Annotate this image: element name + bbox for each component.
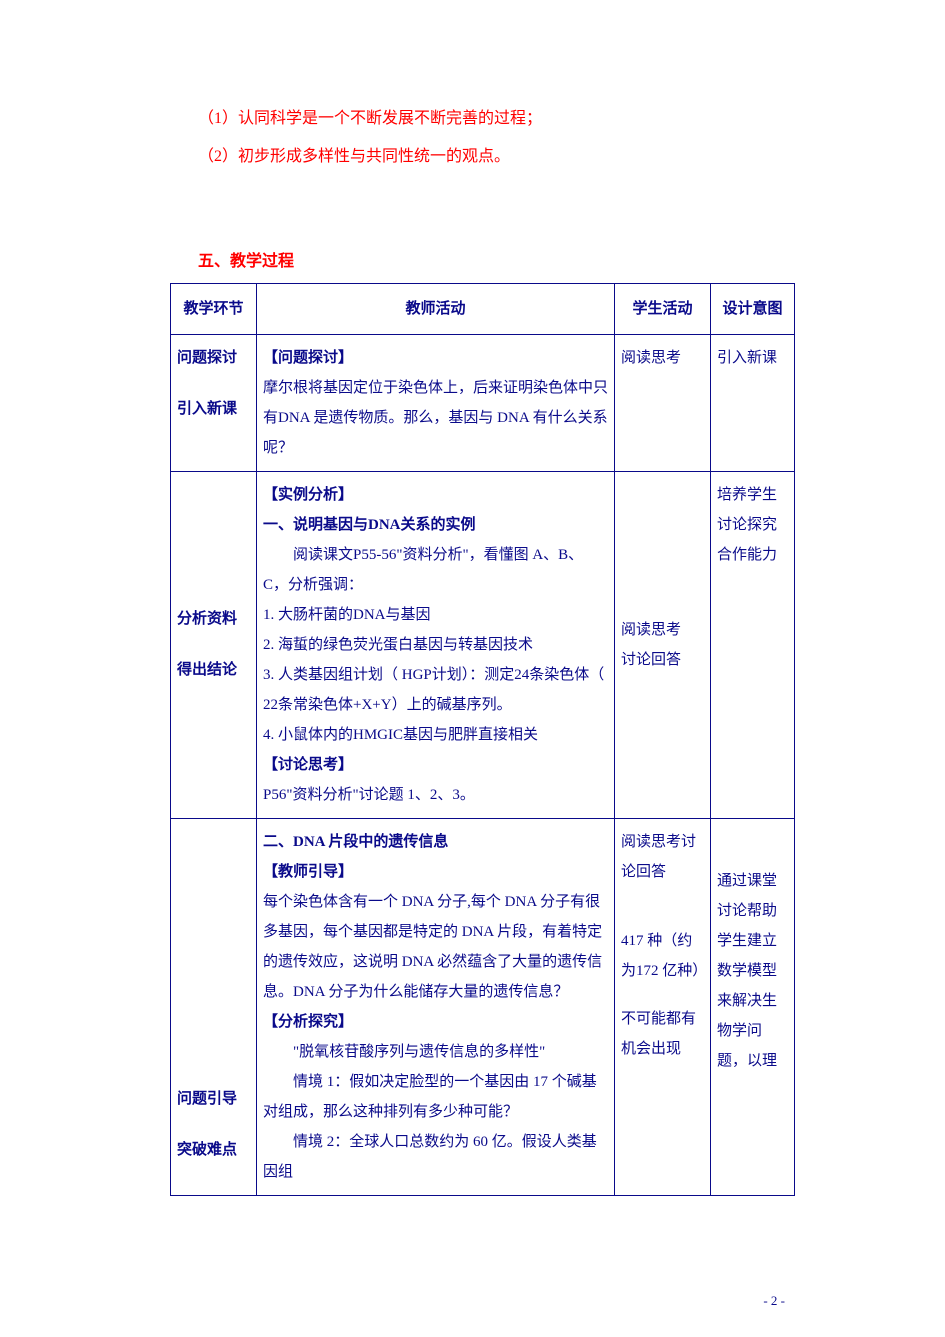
r3-s3: 不可能都有机会出现 — [621, 1004, 704, 1064]
spacer — [177, 634, 250, 655]
r3d: 【分析探究】 — [263, 1007, 608, 1037]
col-header-phase: 教学环节 — [171, 283, 257, 334]
col-header-design: 设计意图 — [711, 283, 795, 334]
r2a: 【实例分析】 — [263, 480, 608, 510]
student-cell-3: 阅读思考讨论回答 417 种（约为172 亿种） 不可能都有机会出现 — [615, 818, 711, 1195]
r2c: 阅读课文P55-56"资料分析"，看懂图 A、B、C，分析强调： — [263, 540, 608, 600]
spacer — [621, 887, 704, 926]
student-cell-2: 阅读思考 讨论回答 — [615, 471, 711, 818]
r2f: 3. 人类基因组计划（ HGP计划）：测定24条染色体（ 22条常染色体+X+Y… — [263, 660, 608, 720]
intro-line-2: （2）初步形成多样性与共同性统一的观点。 — [198, 138, 795, 176]
r3e: "脱氧核苷酸序列与遗传信息的多样性" — [263, 1037, 608, 1067]
design-cell-3: 通过课堂讨论帮助学生建立数学模型来解决生物学问题，以理 — [711, 818, 795, 1195]
r3b: 【教师引导】 — [263, 857, 608, 887]
r3-s2: 417 种（约为172 亿种） — [621, 926, 704, 986]
phase-3a: 问题引导 — [177, 1084, 250, 1114]
r1-bracket: 【问题探讨】 — [263, 343, 608, 373]
table-row: 分析资料 得出结论 【实例分析】 一、说明基因与DNA关系的实例 阅读课文P55… — [171, 471, 795, 818]
r2b: 一、说明基因与DNA关系的实例 — [263, 510, 608, 540]
table-header-row: 教学环节 教师活动 学生活动 设计意图 — [171, 283, 795, 334]
student-cell-1: 阅读思考 — [615, 334, 711, 471]
r3f: 情境 1：假如决定脸型的一个基因由 17 个碱基对组成，那么这种排列有多少种可能… — [263, 1067, 608, 1127]
r1-student: 阅读思考 — [621, 343, 704, 373]
r2g: 4. 小鼠体内的HMGIC基因与肥胖直接相关 — [263, 720, 608, 750]
table-row: 问题探讨 引入新课 【问题探讨】 摩尔根将基因定位于染色体上，后来证明染色体中只… — [171, 334, 795, 471]
phase-1b: 引入新课 — [177, 394, 250, 424]
r2i: P56"资料分析"讨论题 1、2、3。 — [263, 780, 608, 810]
r3g: 情境 2：全球人口总数约为 60 亿。假设人类基因组 — [263, 1127, 608, 1187]
design-cell-2: 培养学生 讨论探究 合作能力 — [711, 471, 795, 818]
design-cell-1: 引入新课 — [711, 334, 795, 471]
r3-s1: 阅读思考讨论回答 — [621, 827, 704, 887]
intro-line-1: （1）认同科学是一个不断发展不断完善的过程； — [198, 100, 795, 138]
phase-cell-3: 问题引导 突破难点 — [171, 818, 257, 1195]
teacher-cell-1: 【问题探讨】 摩尔根将基因定位于染色体上，后来证明染色体中只有DNA 是遗传物质… — [257, 334, 615, 471]
r2h: 【讨论思考】 — [263, 750, 608, 780]
teaching-process-table: 教学环节 教师活动 学生活动 设计意图 问题探讨 引入新课 【问题探讨】 摩尔根… — [170, 283, 795, 1196]
teacher-cell-3: 二、DNA 片段中的遗传信息 【教师引导】 每个染色体含有一个 DNA 分子,每… — [257, 818, 615, 1195]
intro-lines: （1）认同科学是一个不断发展不断完善的过程； （2）初步形成多样性与共同性统一的… — [170, 100, 795, 177]
r1-design: 引入新课 — [717, 343, 788, 373]
r3a: 二、DNA 片段中的遗传信息 — [263, 827, 608, 857]
table-row: 问题引导 突破难点 二、DNA 片段中的遗传信息 【教师引导】 每个染色体含有一… — [171, 818, 795, 1195]
r2-d3: 合作能力 — [717, 540, 788, 570]
page-number: - 2 - — [763, 1293, 785, 1309]
page-container: （1）认同科学是一个不断发展不断完善的过程； （2）初步形成多样性与共同性统一的… — [0, 0, 945, 1256]
phase-cell-2: 分析资料 得出结论 — [171, 471, 257, 818]
phase-cell-1: 问题探讨 引入新课 — [171, 334, 257, 471]
phase-2a: 分析资料 — [177, 604, 250, 634]
phase-2b: 得出结论 — [177, 655, 250, 685]
phase-1a: 问题探讨 — [177, 343, 250, 373]
section-heading: 五、教学过程 — [198, 247, 795, 271]
spacer — [717, 827, 788, 866]
teacher-cell-2: 【实例分析】 一、说明基因与DNA关系的实例 阅读课文P55-56"资料分析"，… — [257, 471, 615, 818]
r2e: 2. 海蜇的绿色荧光蛋白基因与转基因技术 — [263, 630, 608, 660]
spacer — [177, 373, 250, 394]
r3c: 每个染色体含有一个 DNA 分子,每个 DNA 分子有很多基因，每个基因都是特定… — [263, 887, 608, 1007]
r2-d1: 培养学生 — [717, 480, 788, 510]
r2-s2: 讨论回答 — [621, 645, 704, 675]
phase-3b: 突破难点 — [177, 1135, 250, 1165]
r2d: 1. 大肠杆菌的DNA与基因 — [263, 600, 608, 630]
spacer — [621, 986, 704, 1004]
r3-d1: 通过课堂讨论帮助学生建立数学模型来解决生物学问题，以理 — [717, 866, 788, 1076]
col-header-student: 学生活动 — [615, 283, 711, 334]
r2-d2: 讨论探究 — [717, 510, 788, 540]
r2-s1: 阅读思考 — [621, 615, 704, 645]
spacer — [177, 1114, 250, 1135]
col-header-teacher: 教师活动 — [257, 283, 615, 334]
r1-text: 摩尔根将基因定位于染色体上，后来证明染色体中只有DNA 是遗传物质。那么，基因与… — [263, 373, 608, 463]
